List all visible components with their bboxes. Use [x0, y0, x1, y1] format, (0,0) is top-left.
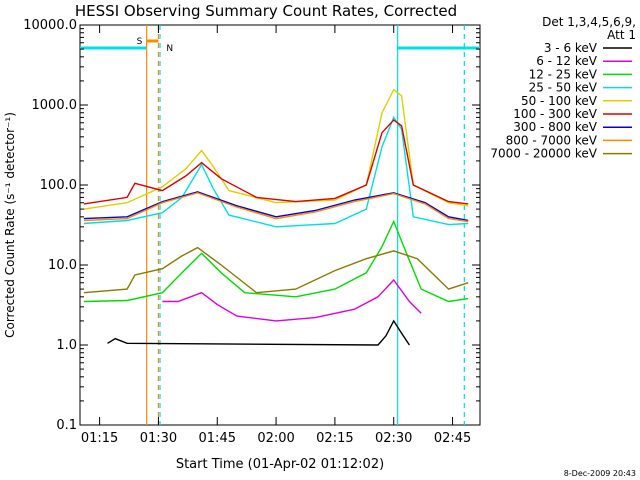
y-tick-label: 0.1	[56, 418, 77, 433]
y-tick-label: 10.0	[48, 258, 77, 273]
series-line	[107, 319, 410, 346]
legend-entry-label: 100 - 300 keV	[513, 107, 597, 121]
y-axis-label: Corrected Count Rate (s⁻¹ detector⁻¹)	[3, 112, 17, 338]
x-tick-label: 02:30	[375, 431, 412, 446]
legend-entry-label: 25 - 50 keV	[529, 81, 598, 95]
legend-entry-label: 6 - 12 keV	[536, 54, 598, 68]
x-tick-label: 02:15	[316, 431, 353, 446]
night-label: N	[166, 44, 173, 54]
x-tick-label: 01:30	[140, 431, 177, 446]
x-axis-label: Start Time (01-Apr-02 01:12:02)	[176, 457, 384, 472]
y-tick-label: 10000.0	[23, 18, 77, 33]
legend-entry-label: 300 - 800 keV	[513, 120, 597, 134]
legend-entry-label: 800 - 7000 keV	[506, 133, 598, 147]
y-tick-label: 1.0	[56, 338, 77, 353]
series-line	[83, 246, 469, 294]
x-tick-label: 02:45	[434, 431, 471, 446]
y-tick-label: 100.0	[40, 178, 77, 193]
chart-title: HESSI Observing Summary Count Rates, Cor…	[75, 2, 457, 20]
x-tick-label: 01:45	[199, 431, 236, 446]
legend-entry-label: 3 - 6 keV	[544, 41, 598, 55]
x-tick-label: 01:15	[81, 431, 118, 446]
series-line	[83, 219, 469, 303]
series-line	[83, 192, 469, 223]
saa-label: S	[137, 37, 143, 47]
footer-timestamp: 8-Dec-2009 20:43	[564, 469, 636, 478]
legend-entry-label: 7000 - 20000 keV	[490, 147, 597, 161]
plot-frame	[79, 24, 481, 426]
legend-header: Att 1	[607, 28, 636, 42]
series-line	[162, 278, 422, 322]
legend-entry-label: 50 - 100 keV	[521, 94, 598, 108]
series-line	[83, 115, 469, 228]
legend-header: Det 1,3,4,5,6,9,	[542, 15, 636, 29]
legend-entry-label: 12 - 25 keV	[529, 67, 598, 81]
series-line	[83, 191, 469, 222]
series-line	[83, 119, 469, 205]
plot-area: S N 01:15 01:30 01:45 02:00 02:15 02:30 02:45 0.1…	[23, 18, 481, 446]
x-tick-label: 02:00	[257, 431, 294, 446]
y-tick-label: 1000.0	[32, 98, 78, 113]
